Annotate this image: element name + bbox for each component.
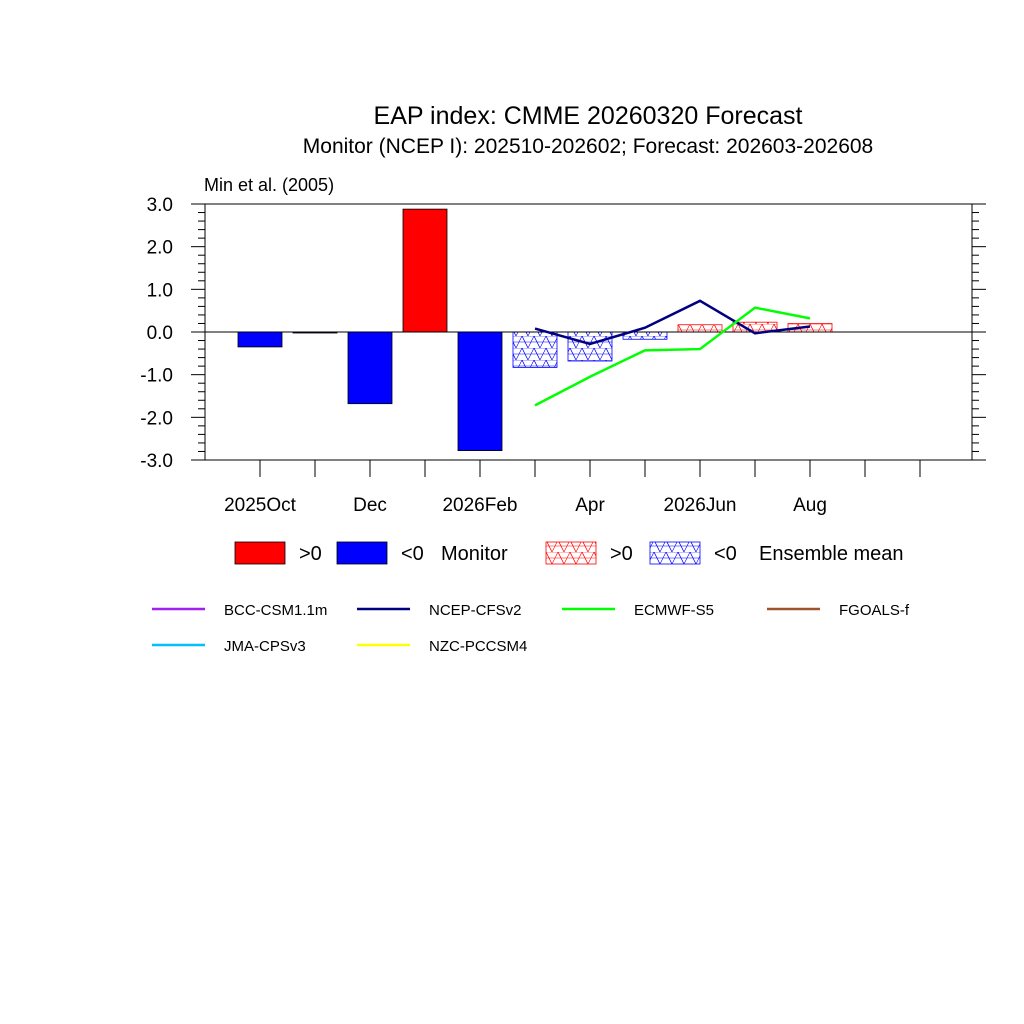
- bar-legend: >0 <0 Monitor >0 <0 Ensemble mean: [234, 541, 904, 565]
- model-lines: [534, 299, 811, 407]
- monitor-bar: [347, 331, 393, 405]
- legend-label-ens-pos: >0: [610, 543, 633, 565]
- y-tick-label: 2.0: [147, 238, 173, 259]
- legend-label-monitor-neg: <0: [401, 543, 424, 565]
- monitor-bar: [402, 208, 448, 333]
- x-tick-label: Dec: [353, 495, 387, 516]
- monitor-bar: [457, 331, 503, 452]
- series-line-ncep-cfsv2: [534, 299, 811, 346]
- y-tick-label: -1.0: [140, 366, 173, 387]
- x-tick-label: 2025Oct: [224, 495, 297, 516]
- ensemble-bar: [512, 331, 558, 368]
- legend-label-bcc: BCC-CSM1.1m: [224, 602, 327, 619]
- y-tick-label: -2.0: [140, 408, 173, 429]
- model-legend: BCC-CSM1.1m NCEP-CFSv2 ECMWF-S5 FGOALS-f…: [152, 602, 910, 655]
- legend-swatch-monitor-neg: [336, 541, 388, 565]
- y-tick-label: 3.0: [147, 195, 173, 216]
- monitor-bar: [237, 331, 283, 348]
- x-tick-label: 2026Feb: [442, 495, 517, 516]
- x-tick-label: 2026Jun: [664, 495, 737, 516]
- x-tick-label: Apr: [575, 495, 605, 516]
- y-tick-label: 0.0: [147, 323, 173, 344]
- legend-label-monitor-pos: >0: [299, 543, 322, 565]
- legend-label-ens-neg: <0: [714, 543, 737, 565]
- x-axis: 2025Oct Dec 2026Feb Apr 2026Jun Aug: [224, 460, 921, 516]
- y-tick-label: 1.0: [147, 280, 173, 301]
- ensemble-bar: [677, 324, 723, 333]
- x-tick-label: Aug: [793, 495, 827, 516]
- legend-label-fgoals: FGOALS-f: [839, 602, 910, 619]
- y-axis: 3.0 2.0 1.0 0.0 -1.0 -2.0 -3.0: [140, 195, 986, 472]
- chart-subtitle: Monitor (NCEP I): 202510-202602; Forecas…: [303, 135, 873, 158]
- legend-label-ensemble: Ensemble mean: [759, 543, 904, 565]
- chart-annotation: Min et al. (2005): [204, 175, 334, 195]
- legend-swatch-monitor-pos: [234, 541, 286, 565]
- series-line-ecmwf-s5: [534, 306, 811, 407]
- legend-label-jma: JMA-CPSv3: [224, 638, 306, 655]
- legend-label-monitor: Monitor: [441, 543, 508, 565]
- chart-title: EAP index: CMME 20260320 Forecast: [374, 102, 803, 130]
- legend-swatch-ens-neg: [649, 541, 701, 565]
- ensemble-bar: [567, 331, 613, 362]
- legend-label-ecmwf: ECMWF-S5: [634, 602, 714, 619]
- y-tick-label: -3.0: [140, 451, 173, 472]
- legend-swatch-ens-pos: [545, 541, 597, 565]
- legend-label-ncep: NCEP-CFSv2: [429, 602, 522, 619]
- legend-label-nzc: NZC-PCCSM4: [429, 638, 527, 655]
